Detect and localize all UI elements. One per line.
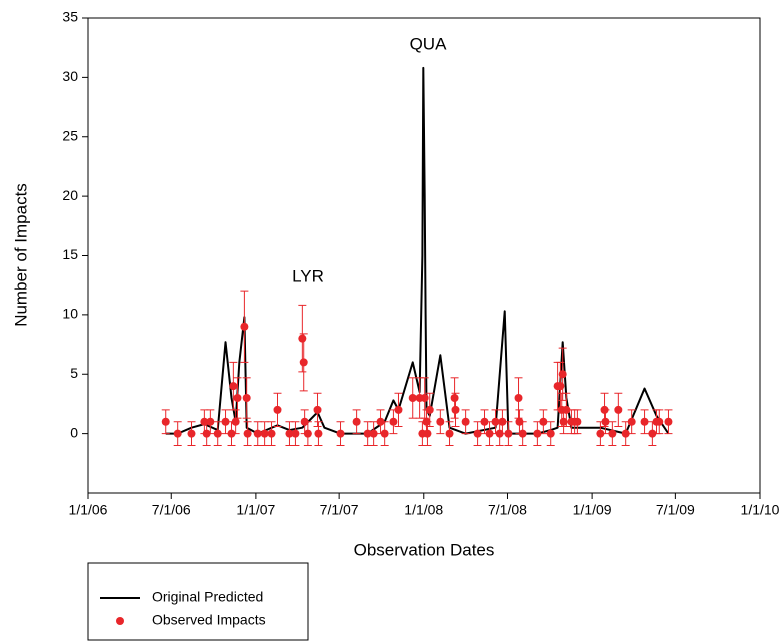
observed-point bbox=[546, 429, 555, 438]
observed-point bbox=[291, 429, 300, 438]
observed-point bbox=[473, 429, 482, 438]
observed-point bbox=[369, 429, 378, 438]
observed-point bbox=[298, 334, 307, 343]
y-axis-title: Number of Impacts bbox=[11, 183, 30, 327]
observed-point bbox=[299, 358, 308, 367]
observed-point bbox=[539, 417, 548, 426]
observed-point bbox=[450, 394, 459, 402]
observed-point bbox=[573, 417, 582, 426]
x-tick-label: 1/1/10 bbox=[741, 502, 780, 518]
x-tick-label: 1/1/07 bbox=[236, 502, 275, 518]
x-tick-label: 1/1/08 bbox=[404, 502, 443, 518]
observed-point bbox=[394, 405, 403, 414]
observed-point bbox=[173, 429, 182, 438]
observed-point bbox=[273, 405, 282, 414]
observed-point bbox=[352, 417, 361, 426]
y-tick-label: 15 bbox=[62, 246, 78, 262]
observed-point bbox=[498, 417, 507, 426]
y-tick-label: 30 bbox=[62, 68, 78, 84]
observed-point bbox=[221, 417, 230, 426]
predicted-line bbox=[165, 66, 670, 435]
observed-point bbox=[314, 429, 323, 438]
legend-swatch bbox=[116, 617, 124, 625]
y-tick-label: 0 bbox=[70, 424, 78, 440]
observed-point bbox=[640, 417, 649, 426]
observed-point bbox=[518, 429, 527, 438]
observed-point bbox=[562, 405, 571, 414]
observed-point bbox=[648, 429, 657, 438]
observed-point bbox=[240, 322, 249, 331]
x-axis-title: Observation Dates bbox=[354, 540, 495, 559]
y-tick-label: 10 bbox=[62, 306, 78, 322]
observed-point bbox=[227, 429, 236, 438]
observed-point bbox=[664, 417, 673, 426]
observed-point bbox=[436, 417, 445, 426]
observed-point bbox=[363, 429, 372, 438]
observed-point bbox=[380, 429, 389, 438]
observed-point bbox=[504, 429, 513, 438]
observed-point bbox=[213, 429, 222, 438]
y-tick-label: 35 bbox=[62, 9, 78, 25]
observed-point bbox=[556, 382, 565, 391]
observed-point bbox=[260, 429, 269, 438]
observed-point bbox=[514, 394, 523, 402]
annotation: QUA bbox=[410, 34, 448, 53]
observed-point bbox=[621, 429, 630, 438]
observed-point bbox=[187, 429, 196, 438]
x-tick-label: 7/1/06 bbox=[152, 502, 191, 518]
y-tick-label: 25 bbox=[62, 127, 78, 143]
observed-point bbox=[303, 429, 312, 438]
legend-box bbox=[87, 562, 309, 641]
observed-point bbox=[480, 417, 489, 426]
legend-label: Observed Impacts bbox=[152, 612, 266, 628]
observed-point bbox=[229, 382, 238, 391]
observed-point bbox=[161, 417, 170, 426]
observed-point bbox=[491, 417, 500, 426]
observed-point bbox=[558, 370, 567, 379]
observed-point bbox=[389, 417, 398, 426]
observed-point bbox=[451, 405, 460, 414]
annotation: LYR bbox=[292, 266, 324, 285]
observed-point bbox=[425, 405, 434, 414]
x-tick-label: 7/1/09 bbox=[656, 502, 695, 518]
observed-point bbox=[253, 429, 262, 438]
observed-point bbox=[601, 417, 610, 426]
observed-point bbox=[614, 405, 623, 414]
observed-point bbox=[233, 394, 242, 402]
observed-point bbox=[608, 429, 617, 438]
observed-point bbox=[627, 417, 636, 426]
observed-point bbox=[206, 417, 215, 426]
y-tick-label: 20 bbox=[62, 187, 78, 203]
y-tick-label: 5 bbox=[70, 365, 78, 381]
observed-point bbox=[336, 429, 345, 438]
observed-point bbox=[420, 394, 429, 402]
x-tick-label: 7/1/07 bbox=[320, 502, 359, 518]
observed-point bbox=[485, 429, 494, 438]
legend-label: Original Predicted bbox=[152, 589, 263, 605]
observed-point bbox=[267, 429, 276, 438]
observed-point bbox=[445, 429, 454, 438]
observed-point bbox=[242, 394, 251, 402]
x-tick-label: 7/1/08 bbox=[488, 502, 527, 518]
observed-point bbox=[655, 417, 664, 426]
observed-point bbox=[285, 429, 294, 438]
observed-point bbox=[313, 405, 322, 414]
observed-point bbox=[559, 417, 568, 426]
observed-point bbox=[243, 429, 252, 438]
x-tick-label: 1/1/09 bbox=[573, 502, 612, 518]
observed-point bbox=[423, 429, 432, 438]
observed-point bbox=[596, 429, 605, 438]
observed-point bbox=[533, 429, 542, 438]
observed-point bbox=[461, 417, 470, 426]
observed-point bbox=[376, 417, 385, 426]
x-tick-label: 1/1/06 bbox=[69, 502, 108, 518]
observed-point bbox=[408, 394, 417, 402]
observed-point bbox=[231, 417, 240, 426]
